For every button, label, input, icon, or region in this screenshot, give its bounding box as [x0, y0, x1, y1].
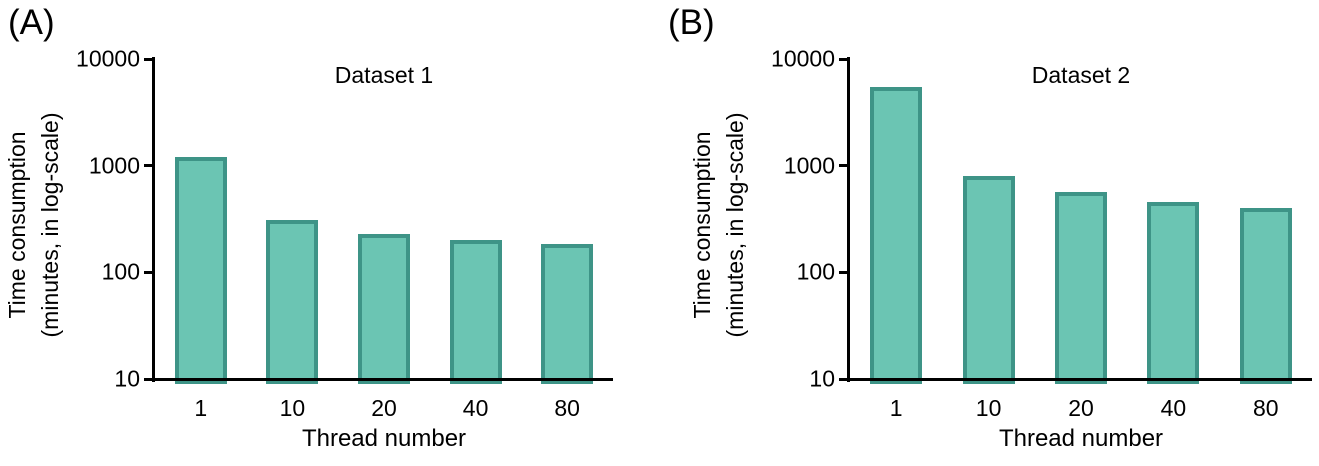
y-axis-tick-label: 1000 [88, 152, 140, 179]
y-axis-tick-label: 10000 [771, 45, 835, 72]
y-axis-tick-mark [839, 164, 847, 168]
x-axis-tick-label: 10 [279, 395, 306, 421]
panel-b-chart-title: Dataset 2 [1031, 62, 1131, 88]
y-axis-tick-label: 100 [796, 258, 835, 285]
bar-threads-20 [1055, 191, 1107, 384]
panel-b-y-axis-title: Time consumption (minutes, in log-scale) [686, 113, 752, 338]
bar-threads-40 [1147, 201, 1200, 384]
panel-a-chart-title: Dataset 1 [334, 62, 434, 88]
y-axis-tick-mark [144, 270, 152, 274]
y-axis-tick-label: 10 [809, 365, 835, 392]
panel-b: (B) Time consumption (minutes, in log-sc… [660, 0, 1319, 466]
x-axis-line [847, 378, 1312, 381]
bar-threads-1 [174, 157, 227, 384]
x-axis-tick-label: 40 [462, 395, 489, 421]
x-axis-tick-label: 1 [889, 395, 903, 421]
y-axis-title-line2: (minutes, in log-scale) [37, 112, 63, 338]
bar-threads-10 [266, 219, 319, 384]
y-axis-tick-label: 10 [114, 365, 140, 392]
panel-a-x-axis-title: Thread number [301, 425, 467, 452]
x-axis-tick-label: 80 [554, 395, 580, 421]
y-axis-title-line2: (minutes, in log-scale) [722, 112, 748, 338]
y-axis-tick-mark [144, 57, 152, 61]
y-axis-tick-mark [839, 270, 847, 274]
panel-b-plot-area: Dataset 2 Thread number 10 100 1000 10000 1 1… [771, 46, 1312, 452]
y-axis-title-line1: Time consumption [4, 131, 30, 319]
y-axis-line [847, 57, 850, 382]
x-axis-tick-label: 40 [1160, 395, 1187, 421]
bar-threads-80 [541, 243, 594, 384]
x-axis-tick-label: 1 [194, 395, 208, 421]
x-axis-tick-label: 10 [975, 395, 1002, 421]
y-axis-tick-mark [839, 57, 847, 61]
bar-threads-80 [1239, 208, 1292, 384]
x-axis-tick-label: 20 [1068, 395, 1094, 421]
y-axis-tick-label: 10000 [76, 45, 140, 72]
y-axis-tick-label: 1000 [783, 152, 835, 179]
bar-threads-10 [962, 176, 1015, 384]
y-axis-tick-mark [144, 377, 152, 381]
y-axis-tick-mark [144, 164, 152, 168]
panel-a: (A) Time consumption (minutes, in log-sc… [1, 3, 613, 452]
y-axis-title-line1: Time consumption [689, 131, 715, 319]
panel-b-x-axis-title: Thread number [998, 425, 1164, 452]
panel-a-y-axis-title: Time consumption (minutes, in log-scale) [1, 113, 67, 338]
x-axis-tick-label: 20 [371, 395, 397, 421]
panel-b-label: (B) [668, 3, 715, 42]
bar-threads-40 [449, 240, 502, 384]
bar-threads-1 [870, 86, 923, 384]
x-axis-tick-label: 80 [1253, 395, 1279, 421]
y-axis-tick-label: 100 [101, 258, 140, 285]
y-axis-tick-mark [839, 377, 847, 381]
x-axis-line [152, 378, 613, 381]
panel-a-plot-area: Dataset 1 Thread number 10 100 1000 10000 1 1… [76, 46, 613, 452]
panel-a-label: (A) [8, 3, 55, 42]
y-axis-line [152, 57, 155, 382]
bar-threads-20 [358, 233, 410, 384]
